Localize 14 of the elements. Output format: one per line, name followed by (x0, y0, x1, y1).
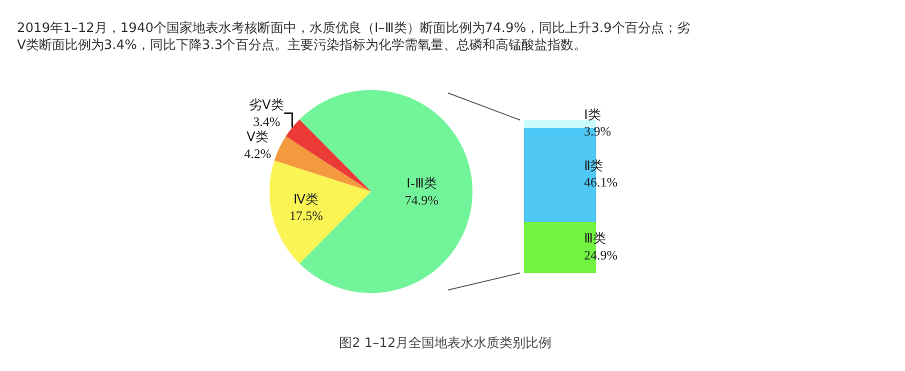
data-label: 4.2% (244, 146, 272, 162)
slice-label: Ⅴ类 (246, 129, 269, 144)
slice-label: Ⅰ-Ⅲ类 (406, 176, 437, 191)
slice-label: Ⅳ类 (294, 191, 319, 206)
slice-label: 劣Ⅴ类 (249, 97, 284, 112)
series-label: Ⅰ类 (584, 106, 601, 122)
pie-slice (270, 160, 371, 264)
text: 2019年1–12月，1940个国家地表水考核断面中，水质优良（Ⅰ–Ⅲ类）断面比例为74.9%，同比上升3.9个百分点；劣 Ⅴ类断面比例为3.4%，同比下降3.3个百分点。主要污染指标为化学需氧量、总磷和高锰酸盐指数。 (17, 20, 690, 53)
data-label: 74.9% (404, 192, 439, 208)
data-label: 17.5% (289, 208, 324, 224)
caption: 图2 1–12月全国地表水水质类别比例 (339, 336, 552, 351)
pie-slice (286, 120, 371, 192)
pie-slice (274, 136, 371, 192)
data-label: 3.4% (253, 114, 280, 130)
